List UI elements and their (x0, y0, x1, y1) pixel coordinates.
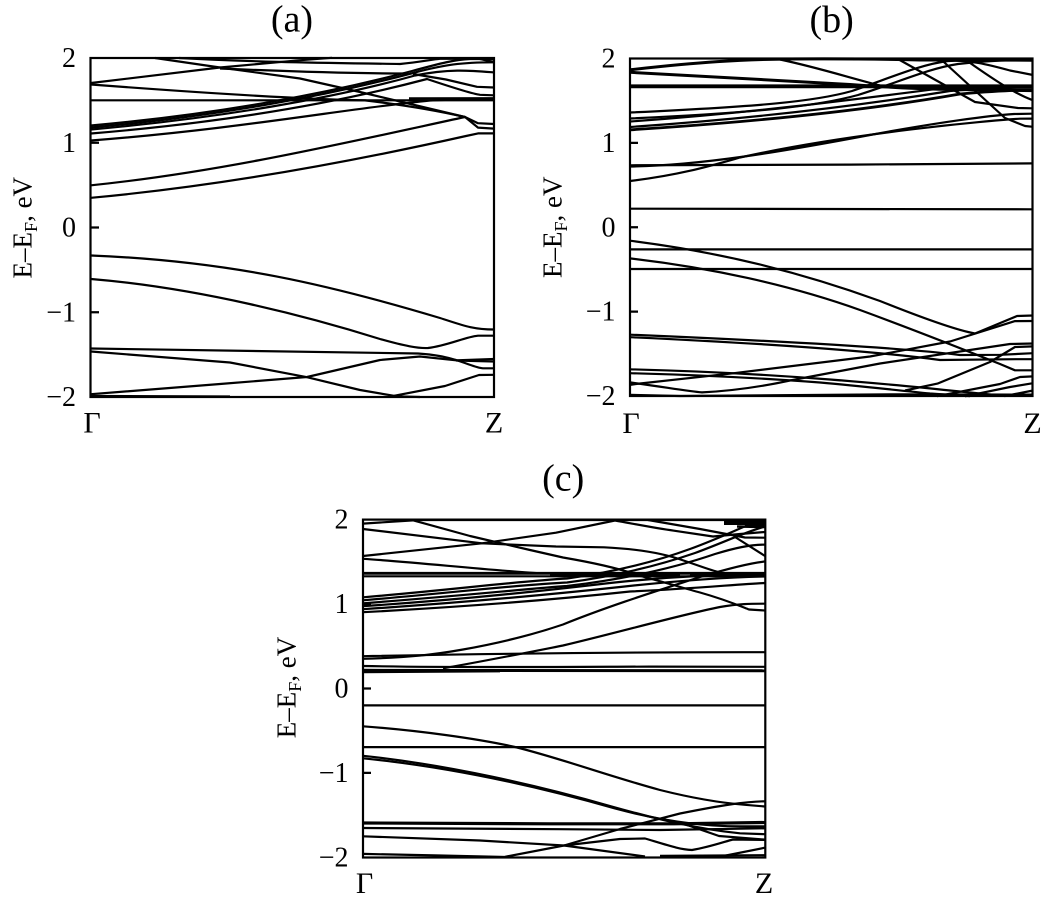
svg-text:(a): (a) (271, 0, 313, 41)
svg-text:E–EF, eV: E–EF, eV (8, 176, 42, 278)
svg-text:1: 1 (602, 128, 616, 159)
svg-text:−1: −1 (586, 297, 616, 328)
svg-text:1: 1 (335, 589, 349, 620)
svg-text:−1: −1 (319, 758, 349, 789)
svg-text:(c): (c) (542, 458, 584, 500)
svg-text:−2: −2 (586, 381, 616, 412)
svg-text:Γ: Γ (83, 407, 100, 440)
svg-text:Γ: Γ (622, 407, 639, 440)
svg-text:−2: −2 (319, 843, 349, 874)
svg-text:0: 0 (335, 674, 349, 705)
svg-text:0: 0 (62, 213, 76, 244)
svg-text:(b): (b) (810, 0, 854, 41)
svg-text:Z: Z (485, 407, 503, 440)
svg-text:Z: Z (755, 867, 773, 897)
svg-text:1: 1 (62, 128, 76, 159)
svg-text:2: 2 (602, 44, 616, 75)
svg-text:2: 2 (62, 43, 76, 74)
svg-text:Z: Z (1023, 407, 1041, 440)
svg-text:0: 0 (602, 212, 616, 243)
svg-text:2: 2 (335, 505, 349, 536)
svg-text:−2: −2 (46, 382, 76, 413)
svg-text:−1: −1 (46, 297, 76, 328)
svg-text:Γ: Γ (356, 867, 373, 897)
